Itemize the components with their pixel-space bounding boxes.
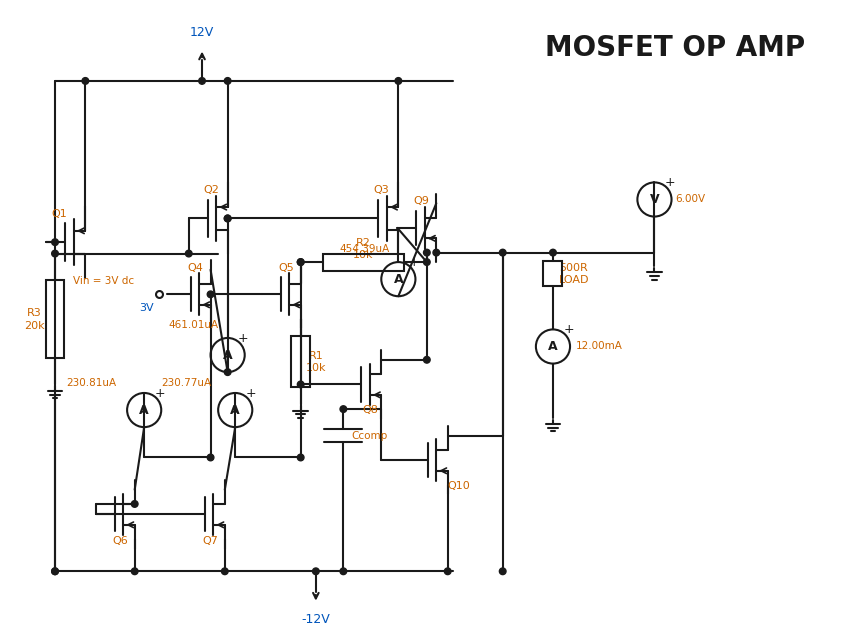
Circle shape — [207, 454, 214, 461]
Text: -12V: -12V — [301, 613, 330, 626]
Circle shape — [312, 568, 319, 574]
Circle shape — [297, 259, 303, 265]
Circle shape — [433, 249, 439, 256]
Text: Q10: Q10 — [447, 481, 470, 491]
Circle shape — [498, 568, 505, 574]
Circle shape — [340, 406, 346, 412]
Text: 500R: 500R — [559, 263, 588, 273]
Bar — [323, 254, 404, 270]
Text: MOSFET OP AMP: MOSFET OP AMP — [544, 33, 804, 62]
Circle shape — [340, 568, 346, 574]
Circle shape — [297, 259, 303, 265]
Circle shape — [199, 77, 205, 84]
Circle shape — [131, 500, 138, 507]
Bar — [45, 279, 65, 358]
Text: +: + — [238, 332, 248, 345]
Bar — [291, 336, 310, 387]
Circle shape — [224, 215, 231, 222]
Text: Ccomp: Ccomp — [350, 431, 387, 440]
Circle shape — [52, 239, 58, 245]
Circle shape — [224, 215, 231, 222]
Text: 10k: 10k — [305, 363, 325, 374]
Text: R3: R3 — [26, 308, 42, 318]
Text: V: V — [649, 193, 659, 206]
Text: R2: R2 — [355, 238, 371, 248]
Text: 10k: 10k — [353, 251, 373, 260]
Text: R1: R1 — [308, 351, 323, 361]
Circle shape — [207, 291, 214, 298]
Text: 12V: 12V — [190, 26, 214, 39]
Text: 3V: 3V — [139, 303, 153, 312]
Text: Q5: Q5 — [278, 263, 293, 273]
Text: Q7: Q7 — [202, 536, 217, 546]
Circle shape — [131, 568, 138, 574]
Circle shape — [82, 77, 89, 84]
Text: +: + — [408, 256, 418, 269]
Text: A: A — [393, 272, 403, 286]
Circle shape — [52, 568, 58, 574]
Text: Q2: Q2 — [203, 185, 219, 195]
Circle shape — [423, 357, 429, 363]
Text: +: + — [154, 387, 164, 400]
Text: A: A — [222, 348, 233, 361]
Circle shape — [52, 251, 58, 257]
Text: A: A — [139, 404, 149, 417]
Circle shape — [185, 251, 192, 257]
Text: +: + — [562, 323, 573, 336]
Text: 20k: 20k — [24, 321, 44, 330]
Circle shape — [394, 77, 401, 84]
Circle shape — [297, 381, 303, 388]
Circle shape — [297, 454, 303, 461]
Circle shape — [224, 77, 231, 84]
Circle shape — [423, 259, 429, 265]
Circle shape — [423, 249, 429, 256]
Text: 12.00mA: 12.00mA — [575, 341, 622, 352]
Text: Q1: Q1 — [51, 209, 67, 219]
Circle shape — [224, 369, 231, 375]
Text: 6.00V: 6.00V — [675, 194, 705, 205]
Text: 461.01uA: 461.01uA — [169, 319, 219, 330]
Text: +: + — [664, 176, 675, 189]
Circle shape — [444, 568, 451, 574]
Text: +: + — [245, 387, 256, 400]
Text: Q4: Q4 — [187, 263, 204, 273]
Text: Q3: Q3 — [373, 185, 389, 195]
Circle shape — [52, 568, 58, 574]
Text: A: A — [230, 404, 239, 417]
Text: A: A — [548, 340, 557, 353]
Text: 454.39uA: 454.39uA — [339, 244, 389, 254]
Circle shape — [498, 249, 505, 256]
Text: Q9: Q9 — [413, 196, 429, 206]
Text: LOAD: LOAD — [558, 275, 589, 285]
Text: 230.77uA: 230.77uA — [161, 379, 211, 388]
Text: 230.81uA: 230.81uA — [66, 379, 117, 388]
Text: Q8: Q8 — [362, 405, 377, 415]
Text: Vin = 3V dc: Vin = 3V dc — [72, 276, 134, 286]
Circle shape — [222, 568, 227, 574]
Text: Q6: Q6 — [112, 536, 128, 546]
Circle shape — [549, 249, 556, 256]
Bar — [543, 261, 561, 286]
